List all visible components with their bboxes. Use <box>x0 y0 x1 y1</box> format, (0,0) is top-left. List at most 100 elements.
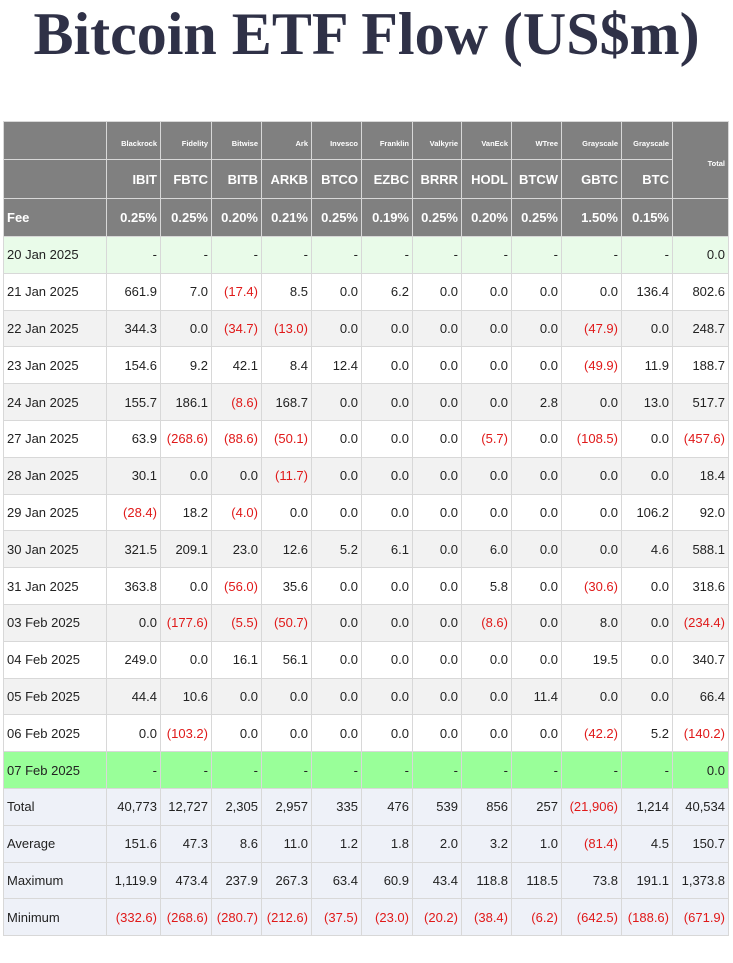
row-label: 03 Feb 2025 <box>3 603 107 642</box>
flow-cell: 4.5 <box>621 824 673 863</box>
row-label: 28 Jan 2025 <box>3 456 107 495</box>
flow-cell: - <box>361 236 413 274</box>
flow-cell: 249.0 <box>106 640 161 679</box>
flow-cell: 3.2 <box>461 824 512 863</box>
ticker-header: BTCW <box>511 159 562 199</box>
table-header: Blackrock Fidelity Bitwise Ark Invesco Frankl… <box>3 121 729 237</box>
flow-cell: 0.0 <box>412 677 462 716</box>
total-cell: 40,534 <box>672 787 729 826</box>
flow-cell: 0.0 <box>160 567 212 605</box>
row-label: Total <box>3 787 107 826</box>
flow-cell: - <box>160 236 212 274</box>
flow-cell: 0.0 <box>412 493 462 532</box>
flow-cell: 363.8 <box>106 567 161 605</box>
flow-cell: 23.0 <box>211 530 262 569</box>
flow-cell: 168.7 <box>261 383 312 421</box>
flow-cell: 16.1 <box>211 640 262 679</box>
flow-cell: - <box>311 751 362 789</box>
flow-cell: 0.0 <box>461 714 512 753</box>
flow-cell: 191.1 <box>621 861 673 900</box>
flow-cell: 151.6 <box>106 824 161 863</box>
flow-cell: 0.0 <box>412 530 462 569</box>
total-cell: 0.0 <box>672 751 729 789</box>
row-label: 07 Feb 2025 <box>3 751 107 789</box>
flow-cell: 8.5 <box>261 272 312 311</box>
flow-cell: 257 <box>511 787 562 826</box>
corner-cell <box>3 159 107 199</box>
row-label: 20 Jan 2025 <box>3 236 107 274</box>
flow-cell: 0.0 <box>621 603 673 642</box>
flow-cell: 0.0 <box>561 383 622 421</box>
flow-cell: - <box>160 751 212 789</box>
flow-cell: 8.4 <box>261 346 312 385</box>
flow-cell: 321.5 <box>106 530 161 569</box>
flow-cell: 0.0 <box>621 419 673 458</box>
flow-cell: (4.0) <box>211 493 262 532</box>
table-row: 27 Jan 2025 63.9 (268.6) (88.6) (50.1) 0.0 0.0… <box>3 419 729 458</box>
flow-cell: 5.2 <box>311 530 362 569</box>
flow-cell: 0.0 <box>412 272 462 311</box>
flow-cell: 0.0 <box>412 419 462 458</box>
ticker-header: BITB <box>211 159 262 199</box>
flow-cell: - <box>412 236 462 274</box>
flow-cell: 12,727 <box>160 787 212 826</box>
flow-cell: 0.0 <box>311 603 362 642</box>
flow-cell: (280.7) <box>211 898 262 937</box>
flow-cell: 0.0 <box>511 272 562 311</box>
table-row: Average 151.6 47.3 8.6 11.0 1.2 1.8 2.0 3.2 1.0 (8… <box>3 824 729 863</box>
flow-cell: (21,906) <box>561 787 622 826</box>
total-cell: (671.9) <box>672 898 729 937</box>
flow-cell: (38.4) <box>461 898 512 937</box>
flow-cell: 0.0 <box>461 272 512 311</box>
fee-cell: 0.20% <box>461 198 512 237</box>
page-title: Bitcoin ETF Flow (US$m) <box>33 1 700 67</box>
flow-cell: 12.4 <box>311 346 362 385</box>
flow-cell: 6.2 <box>361 272 413 311</box>
flow-cell: 0.0 <box>106 714 161 753</box>
ticker-header: HODL <box>461 159 512 199</box>
table-row: 24 Jan 2025 155.7 186.1 (8.6) 168.7 0.0 0.0 0.0… <box>3 383 729 421</box>
flow-cell: 237.9 <box>211 861 262 900</box>
flow-cell: (212.6) <box>261 898 312 937</box>
flow-cell: 0.0 <box>461 493 512 532</box>
flow-cell: 0.0 <box>361 383 413 421</box>
flow-cell: 0.0 <box>261 677 312 716</box>
flow-cell: (268.6) <box>160 898 212 937</box>
flow-cell: 0.0 <box>461 383 512 421</box>
flow-cell: 30.1 <box>106 456 161 495</box>
flow-cell: - <box>412 751 462 789</box>
flow-cell: 8.0 <box>561 603 622 642</box>
flow-cell: 0.0 <box>561 456 622 495</box>
flow-cell: 0.0 <box>211 677 262 716</box>
flow-cell: 0.0 <box>511 603 562 642</box>
flow-cell: 6.1 <box>361 530 413 569</box>
flow-cell: - <box>211 751 262 789</box>
sponsor-row: Blackrock Fidelity Bitwise Ark Invesco Frankl… <box>3 121 729 199</box>
flow-cell: - <box>621 751 673 789</box>
flow-cell: 1,119.9 <box>106 861 161 900</box>
row-label: 27 Jan 2025 <box>3 419 107 458</box>
total-cell: 340.7 <box>672 640 729 679</box>
fee-cell: 0.20% <box>211 198 262 237</box>
flow-cell: 8.6 <box>211 824 262 863</box>
flow-cell: 0.0 <box>412 567 462 605</box>
table-row: Minimum (332.6) (268.6) (280.7) (212.6) (37.5… <box>3 898 729 937</box>
flow-cell: - <box>461 236 512 274</box>
flow-cell: 0.0 <box>361 456 413 495</box>
fee-cell: 0.25% <box>160 198 212 237</box>
flow-cell: 0.0 <box>261 493 312 532</box>
flow-cell: (108.5) <box>561 419 622 458</box>
sponsor-header: WTree <box>511 121 562 160</box>
flow-cell: 0.0 <box>561 493 622 532</box>
row-label: 23 Jan 2025 <box>3 346 107 385</box>
row-label: 21 Jan 2025 <box>3 272 107 311</box>
flow-cell: 0.0 <box>311 567 362 605</box>
flow-cell: (30.6) <box>561 567 622 605</box>
flow-cell: 0.0 <box>511 456 562 495</box>
sponsor-header: Valkyrie <box>412 121 462 160</box>
flow-cell: (28.4) <box>106 493 161 532</box>
sponsor-header: Fidelity <box>160 121 212 160</box>
sponsor-header: Blackrock <box>106 121 161 160</box>
total-cell: 802.6 <box>672 272 729 311</box>
ticker-header: BTCO <box>311 159 362 199</box>
